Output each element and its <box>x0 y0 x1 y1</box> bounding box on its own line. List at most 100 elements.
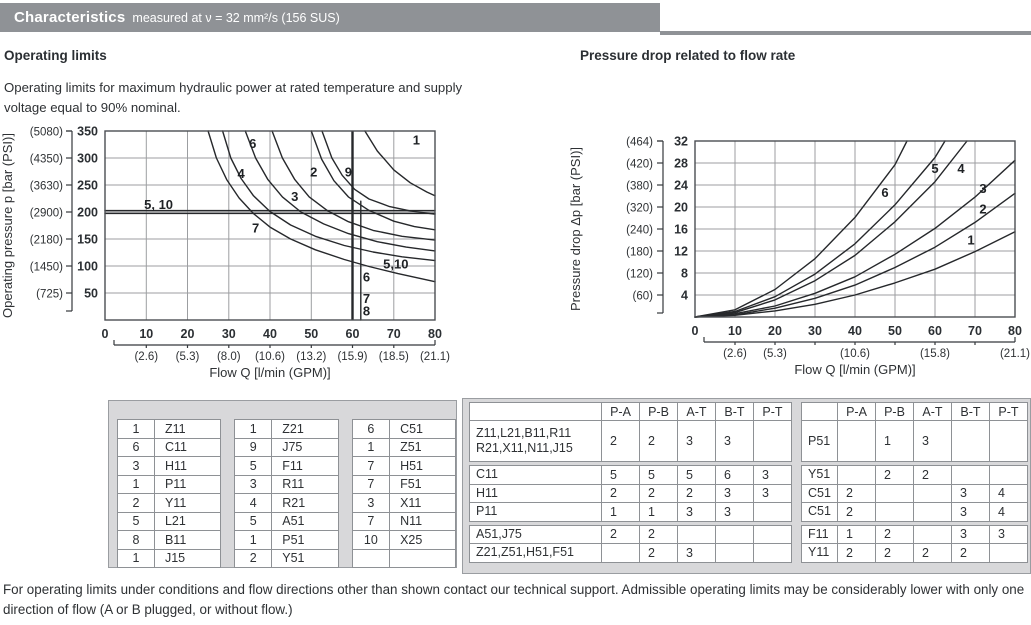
coefficient-cell: 2 <box>837 543 876 563</box>
table-row: 1 J15 <box>117 548 222 568</box>
coefficient-cell: 2 <box>875 524 914 544</box>
curve-7 <box>207 130 436 283</box>
spool-code-cell: Y11 <box>153 493 222 513</box>
table-row: 9 J75 <box>234 437 339 457</box>
spool-count-cell: 7 <box>351 474 391 494</box>
spool-count-cell: 3 <box>234 474 273 494</box>
spool-code-cell: H11 <box>153 456 222 476</box>
spool-count-cell: 6 <box>351 419 391 439</box>
spool-code-cell: J15 <box>153 548 222 568</box>
spool-subtable: 1 Z11 6 C11 3 H11 1 P11 2 Y11 5 L21 <box>117 419 222 568</box>
coefficient-cell <box>677 524 716 544</box>
x-tick: 40 <box>263 327 277 341</box>
spool-name-cell: F11 <box>801 524 838 544</box>
coefficient-cell: 2 <box>875 543 914 563</box>
spool-count-cell: 2 <box>117 493 155 513</box>
coefficient-cell: 3 <box>951 483 990 503</box>
table-row: C51 2 3 4 <box>801 483 1028 503</box>
table-row: Z11,L21,B11,R11 R21,X11,N11,J15 2 2 3 3 <box>469 420 792 462</box>
spool-count-cell: 5 <box>234 456 273 476</box>
plot-frame <box>694 140 1016 318</box>
table-row: 7 F51 <box>351 474 456 494</box>
coefficient-cell: 1 <box>639 502 678 522</box>
curve-label: 9 <box>345 165 352 180</box>
coefficient-cell: 1 <box>837 524 876 544</box>
table-header-row: P-A P-B A-T B-T P-T <box>469 402 792 421</box>
curve-label: 5 <box>931 161 938 176</box>
y-tick-psi: (5080) <box>30 127 63 139</box>
spool-code-cell: P51 <box>271 530 339 550</box>
coefficient-table: P-A P-B A-T B-T P-T Z11,L21,B11,R11 R21,X11,N… <box>469 402 792 563</box>
spool-code-cell: X25 <box>389 530 456 550</box>
y-tick-psi: (60) <box>633 291 654 303</box>
coefficient-cell <box>753 524 792 544</box>
curve-label: 1 <box>967 233 974 248</box>
spool-name-cell: Z11,L21,B11,R11 R21,X11,N11,J15 <box>469 420 602 462</box>
spool-name-cell: P51 <box>801 420 838 462</box>
spool-count-cell: 7 <box>351 456 391 476</box>
x-tick: 10 <box>728 324 742 338</box>
curve-4 <box>221 130 436 262</box>
coefficient-cell: 6 <box>715 465 754 485</box>
coefficient-cell: 3 <box>715 420 754 462</box>
column-header: B-T <box>715 402 754 421</box>
footnote: For operating limits under conditions an… <box>3 582 1025 617</box>
spool-count-cell: 7 <box>351 511 391 531</box>
curve-4 <box>694 140 968 318</box>
spool-code-cell: C51 <box>389 419 456 439</box>
column-header: P-A <box>601 402 640 421</box>
pressure-drop-heading: Pressure drop related to flow rate <box>580 48 796 63</box>
column-header: P-T <box>989 402 1028 421</box>
table-row: Z21,Z51,H51,F51 2 3 <box>469 543 792 563</box>
spool-count-cell: 1 <box>117 548 155 568</box>
coefficient-cell <box>753 543 792 563</box>
spool-subtable: 1 Z21 9 J75 5 F11 3 R11 4 R21 5 A51 <box>234 419 339 568</box>
spool-code-cell: R11 <box>271 474 339 494</box>
table-row: C11 5 5 5 6 3 <box>469 465 792 485</box>
curve-label: 3 <box>291 189 298 204</box>
y-tick-bar: 50 <box>84 287 98 301</box>
spool-code-table: 1 Z11 6 C11 3 H11 1 P11 2 Y11 5 L21 <box>108 400 457 568</box>
column-header: A-T <box>677 402 716 421</box>
curve-label: 5,10 <box>383 256 408 271</box>
x-tick-gpm: (13.2) <box>296 351 326 363</box>
coefficient-cell: 2 <box>601 524 640 544</box>
spool-code-table-groups: 1 Z11 6 C11 3 H11 1 P11 2 Y11 5 L21 <box>117 419 456 568</box>
operating-limits-heading: Operating limits <box>4 48 107 63</box>
spool-count-cell <box>351 548 391 568</box>
spool-name-cell: H11 <box>469 483 602 503</box>
table-row: 3 X11 <box>351 493 456 513</box>
curve-6 <box>694 140 908 318</box>
spool-code-cell: Z51 <box>389 437 456 457</box>
spool-count-cell: 8 <box>117 530 155 550</box>
spool-count-cell: 1 <box>234 530 273 550</box>
y-tick-bar: 8 <box>681 267 688 281</box>
x-tick: 30 <box>222 327 236 341</box>
curve-3 <box>271 130 436 241</box>
curve-6 <box>244 130 436 252</box>
x-tick: 10 <box>139 327 153 341</box>
curve-label: 7 <box>252 221 259 236</box>
y-tick-bar: 20 <box>674 201 688 215</box>
coefficient-cell <box>837 420 876 462</box>
y-tick-psi: (240) <box>626 225 653 237</box>
x-tick: 50 <box>304 327 318 341</box>
curve-9 <box>321 130 436 215</box>
coefficient-cell: 2 <box>601 483 640 503</box>
curve-2 <box>694 192 1016 318</box>
table-row: 6 C11 <box>117 437 222 457</box>
coefficient-cell <box>913 502 952 522</box>
y-tick-bar: 32 <box>674 135 688 149</box>
spool-count-cell: 9 <box>234 437 273 457</box>
table-row <box>351 548 456 568</box>
y-tick-psi: (1450) <box>30 262 63 274</box>
table-row: 10 X25 <box>351 530 456 550</box>
spool-code-cell: H51 <box>389 456 456 476</box>
curve-label: 3 <box>979 181 986 196</box>
x-axis-title: Flow Q [l/min (GPM)] <box>209 365 330 380</box>
coefficient-cell <box>753 502 792 522</box>
x-tick-gpm: (5.3) <box>763 348 787 360</box>
curve-label: 6 <box>249 136 256 151</box>
curve-label: 2 <box>979 202 986 217</box>
x-tick-gpm: (18.5) <box>379 351 409 363</box>
